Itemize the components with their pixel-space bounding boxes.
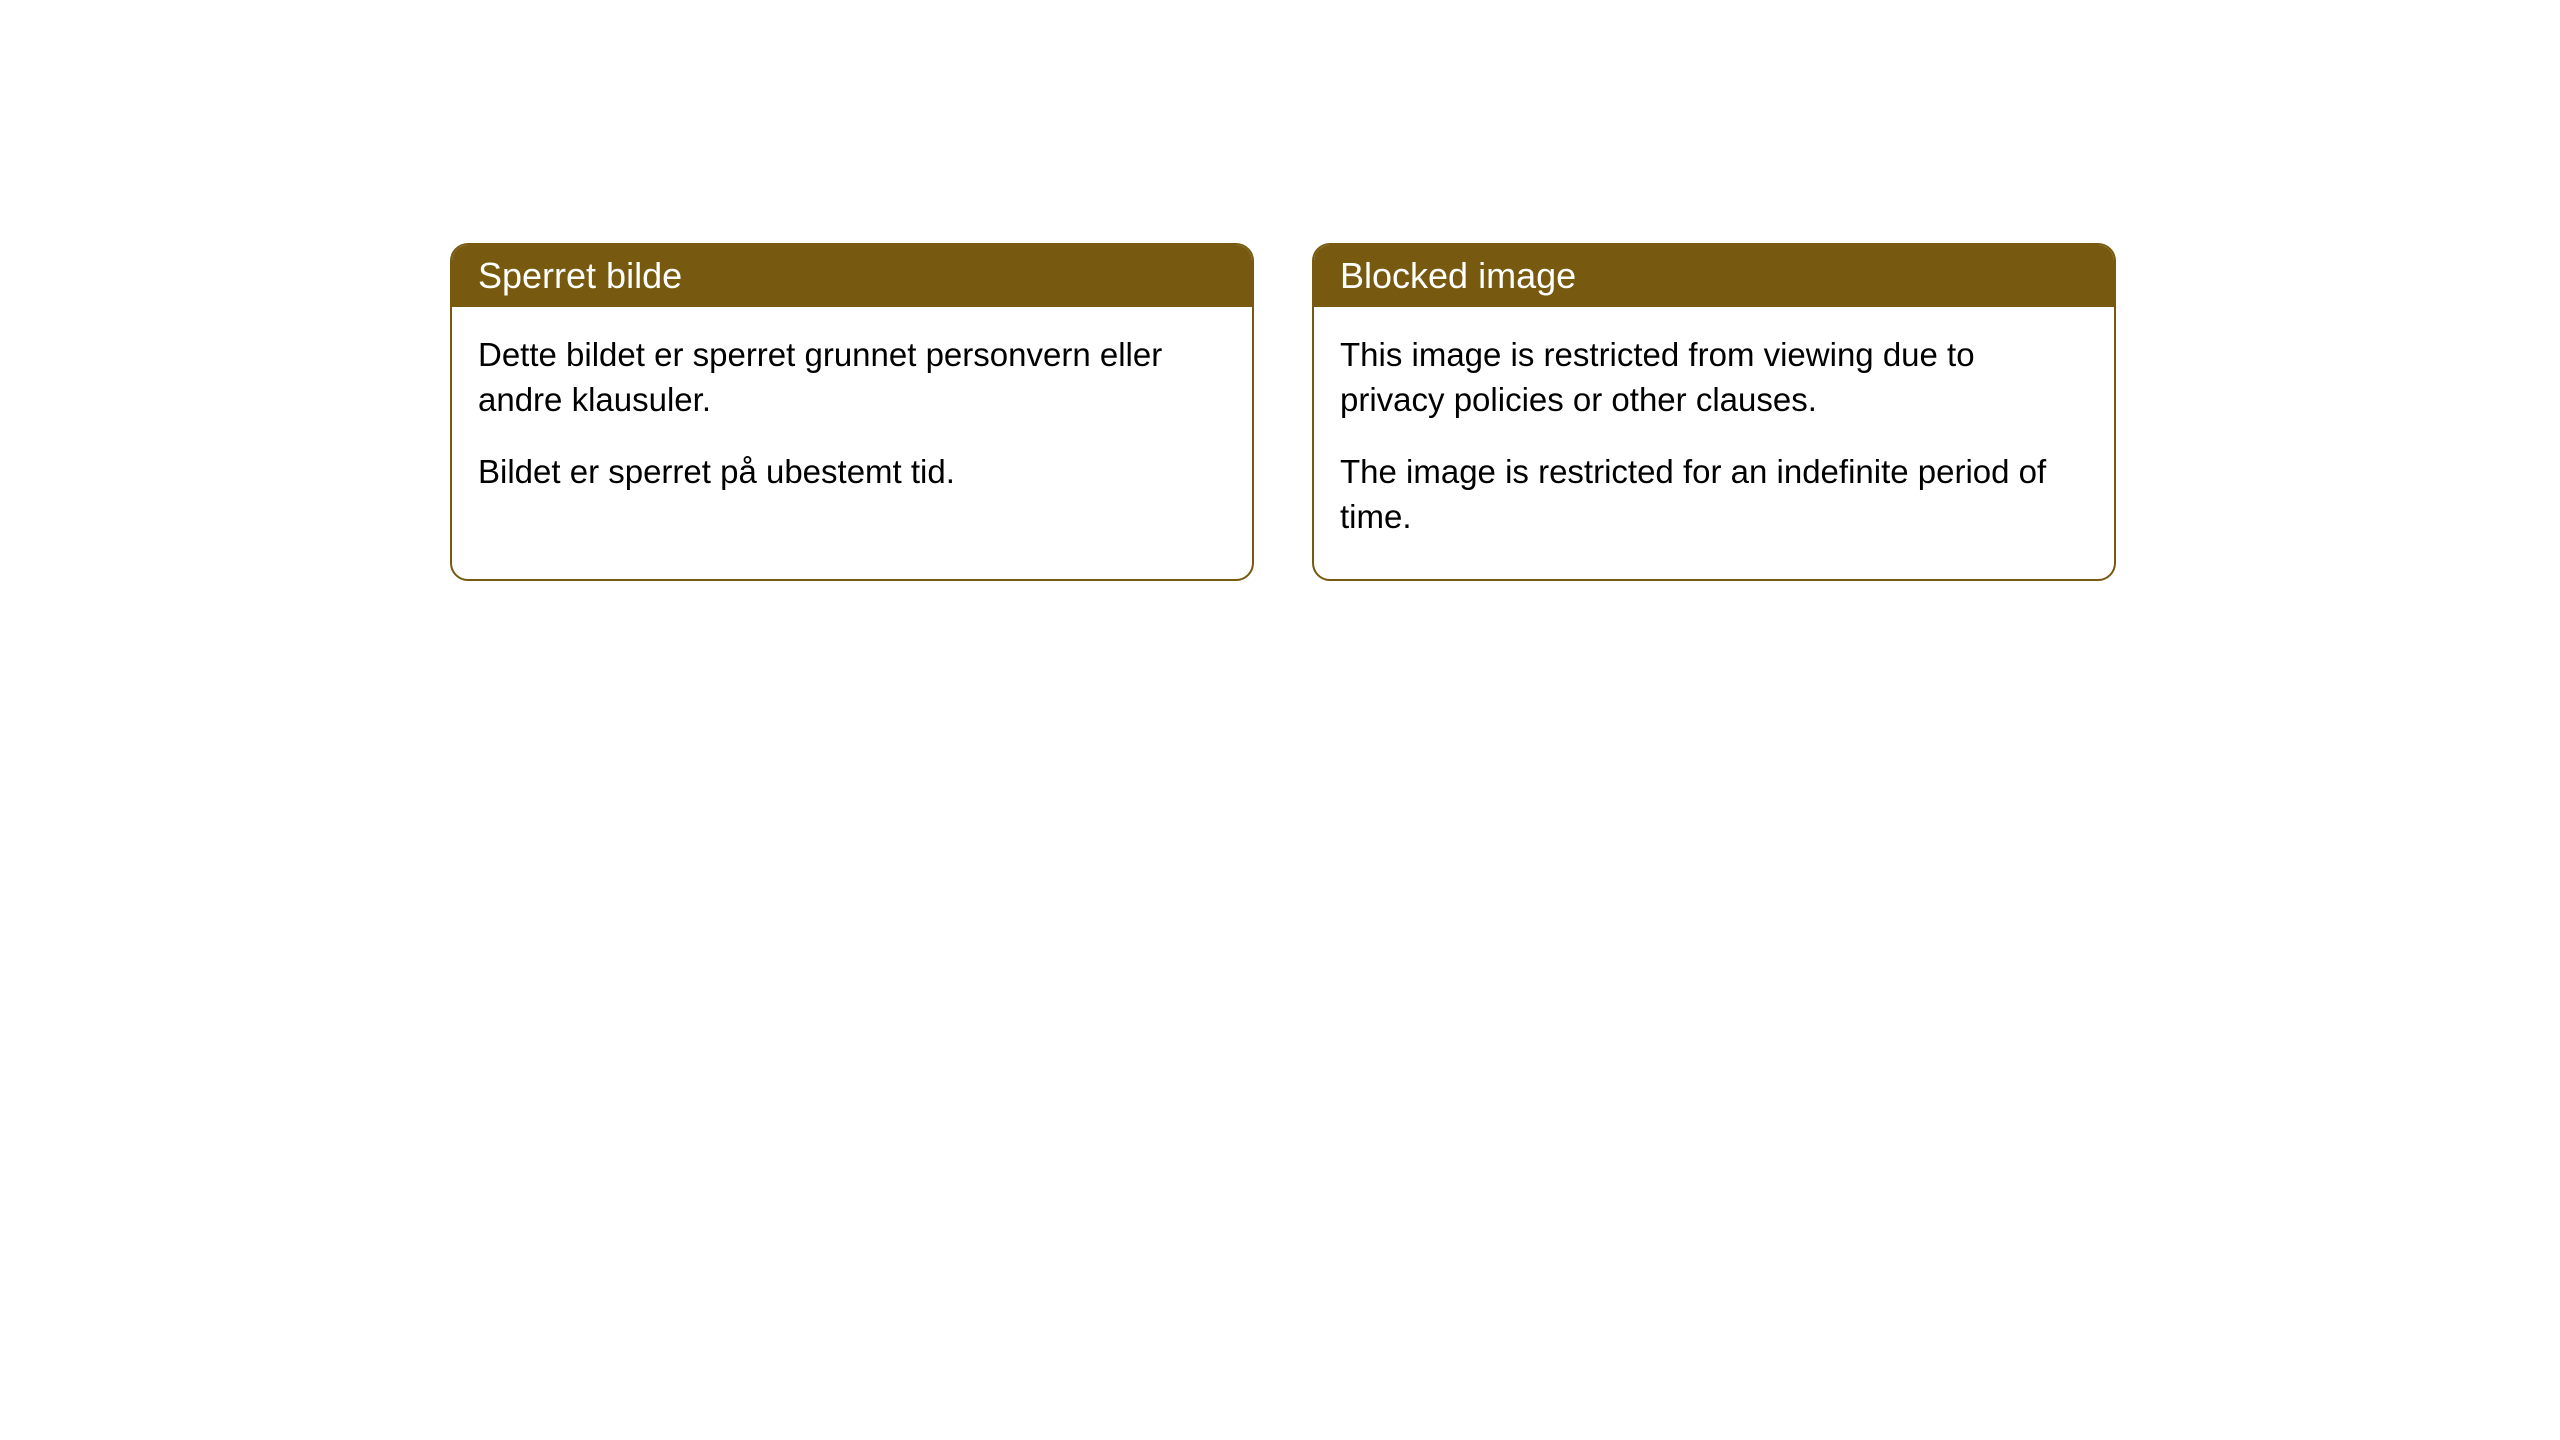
card-header: Sperret bilde xyxy=(452,245,1252,307)
notice-cards-container: Sperret bilde Dette bildet er sperret gr… xyxy=(450,243,2560,581)
card-title: Blocked image xyxy=(1340,255,1576,296)
card-paragraph: This image is restricted from viewing du… xyxy=(1340,333,2088,422)
card-body: Dette bildet er sperret grunnet personve… xyxy=(452,307,1252,535)
blocked-image-card-no: Sperret bilde Dette bildet er sperret gr… xyxy=(450,243,1254,581)
card-paragraph: Bildet er sperret på ubestemt tid. xyxy=(478,450,1226,495)
card-header: Blocked image xyxy=(1314,245,2114,307)
blocked-image-card-en: Blocked image This image is restricted f… xyxy=(1312,243,2116,581)
card-paragraph: The image is restricted for an indefinit… xyxy=(1340,450,2088,539)
card-title: Sperret bilde xyxy=(478,255,682,296)
card-body: This image is restricted from viewing du… xyxy=(1314,307,2114,579)
card-paragraph: Dette bildet er sperret grunnet personve… xyxy=(478,333,1226,422)
